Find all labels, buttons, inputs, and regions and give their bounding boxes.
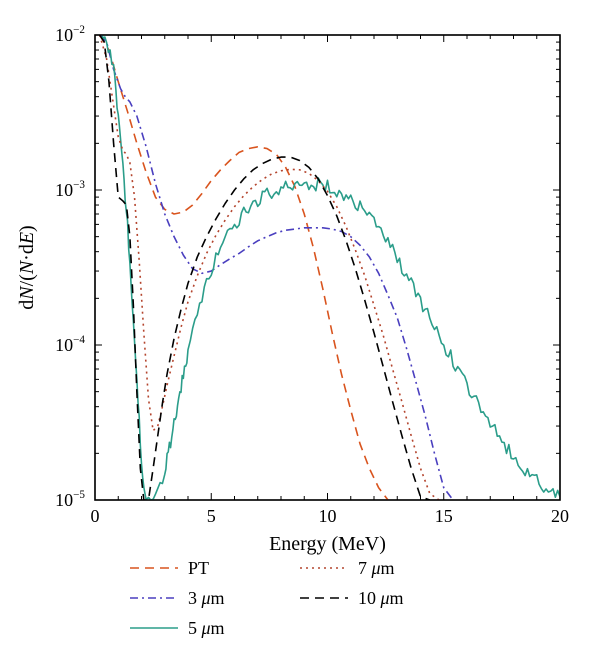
x-axis-label: Energy (MeV) xyxy=(269,533,386,555)
legend-label-5um: 5 μm xyxy=(188,618,225,638)
x-tick-label: 5 xyxy=(207,506,216,526)
y-axis-label: dN/(N·dE) xyxy=(16,225,38,309)
energy-spectrum-chart: 0510152010−510−410−310−2Energy (MeV)dN/(… xyxy=(0,0,600,668)
x-tick-label: 0 xyxy=(91,506,100,526)
x-tick-label: 20 xyxy=(551,506,569,526)
x-tick-label: 10 xyxy=(319,506,337,526)
legend-label-3um: 3 μm xyxy=(188,588,225,608)
legend-label-10um: 10 μm xyxy=(358,588,404,608)
x-tick-label: 15 xyxy=(435,506,453,526)
legend-label-7um: 7 μm xyxy=(358,558,395,578)
legend-label-PT: PT xyxy=(188,558,209,578)
